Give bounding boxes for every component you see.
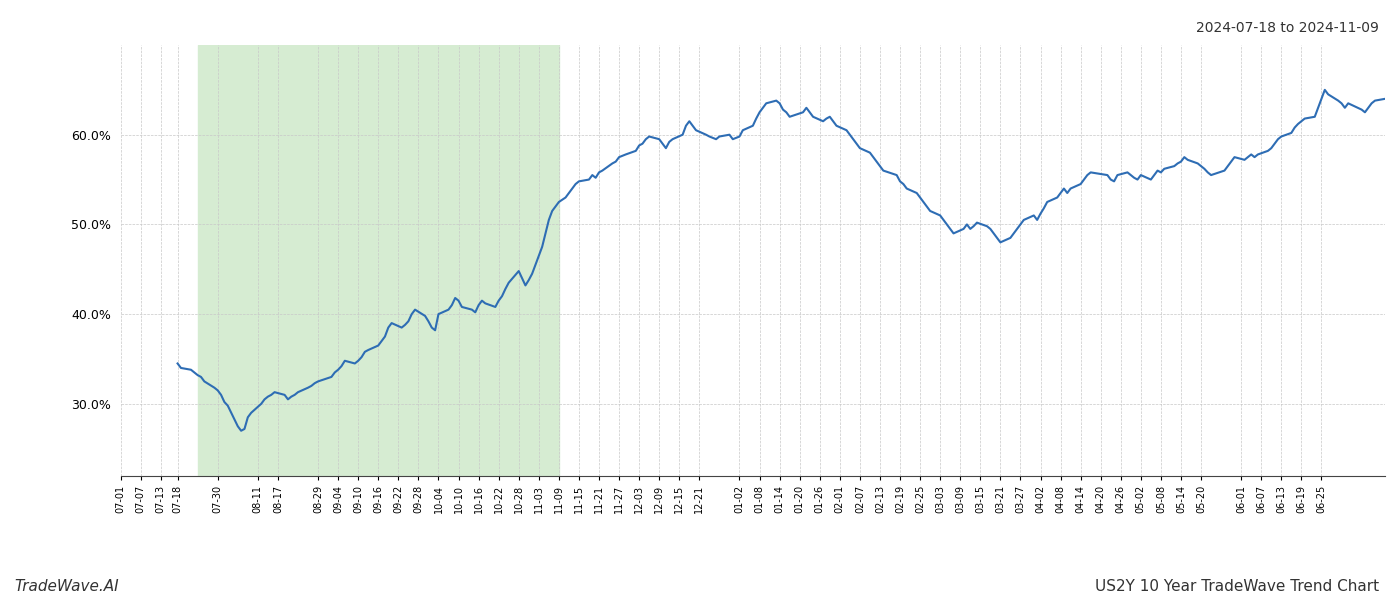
Text: US2Y 10 Year TradeWave Trend Chart: US2Y 10 Year TradeWave Trend Chart <box>1095 579 1379 594</box>
Text: 2024-07-18 to 2024-11-09: 2024-07-18 to 2024-11-09 <box>1196 21 1379 35</box>
Text: TradeWave.AI: TradeWave.AI <box>14 579 119 594</box>
Bar <box>197 45 559 476</box>
